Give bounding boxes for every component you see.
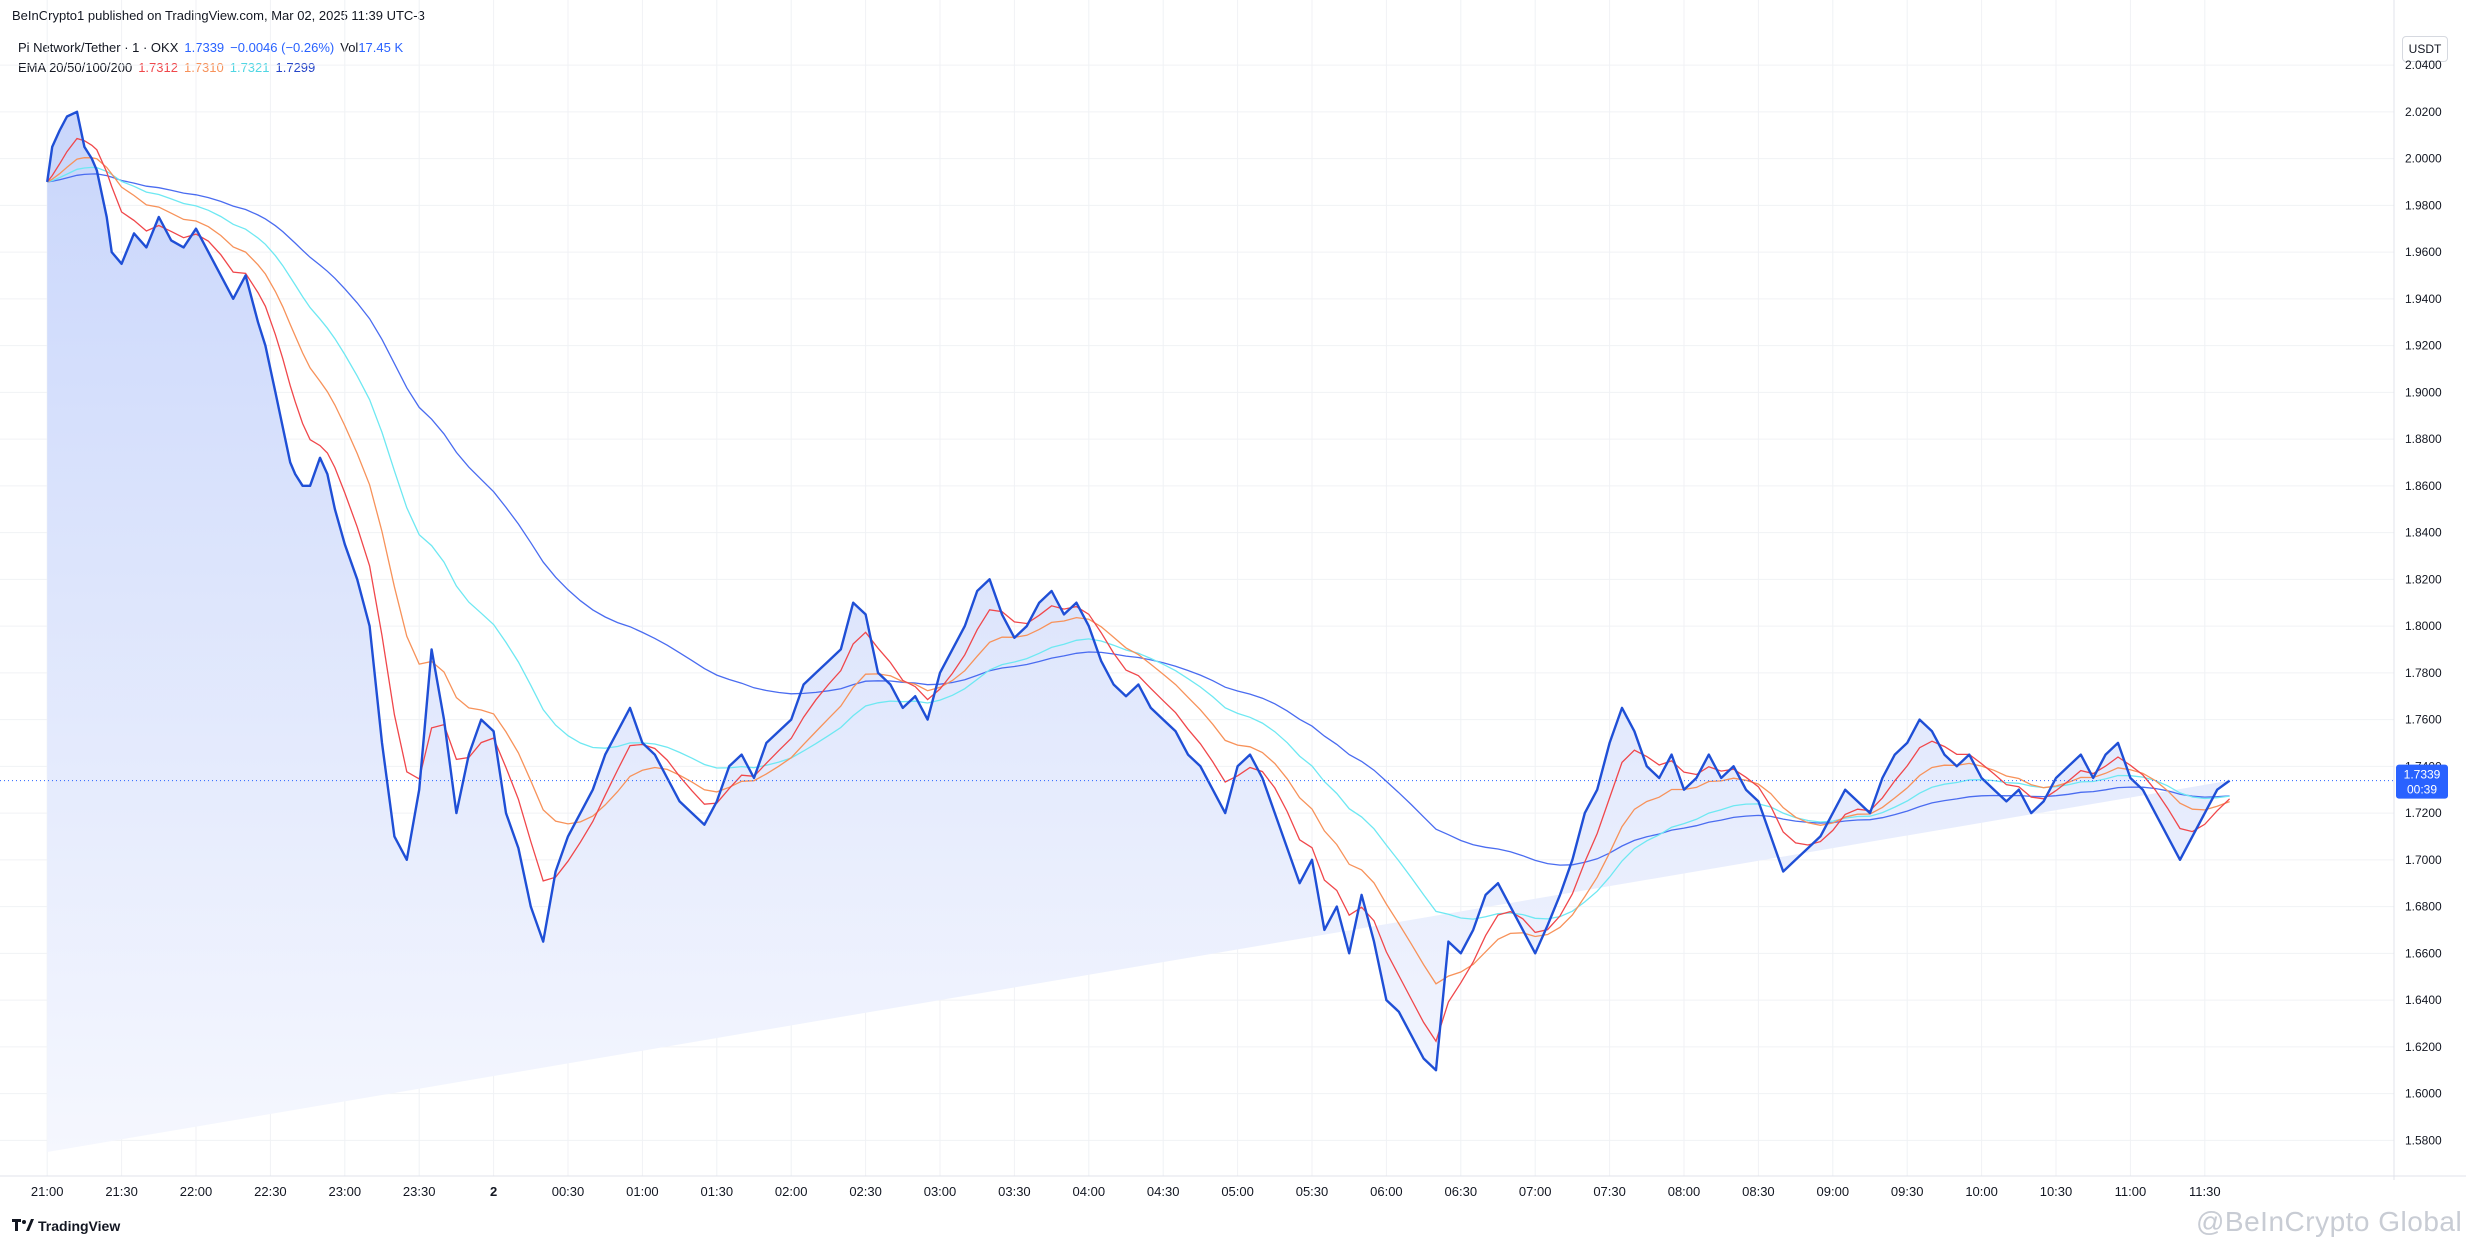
y-tick-label: 1.8200	[2405, 572, 2442, 586]
x-tick-label: 11:00	[2115, 1184, 2147, 1199]
x-tick-label: 01:30	[701, 1184, 734, 1199]
last-price-tag-countdown: 00:39	[2407, 783, 2437, 797]
x-tick-label: 02:30	[849, 1184, 882, 1199]
ema200-line	[47, 173, 2230, 866]
price-area	[47, 111, 2230, 1152]
ema-lines	[46, 137, 2231, 1043]
x-tick-label: 08:00	[1668, 1184, 1701, 1199]
ema100-line	[47, 166, 2230, 920]
x-tick-label: 00:30	[552, 1184, 585, 1199]
price-axis[interactable]: 2.0400 2.0200 2.0000 1.9800 1.9600 1.9400 1.92…	[2393, 0, 2442, 1180]
x-tick-label: 10:00	[1965, 1184, 1998, 1199]
ema50-line	[46, 157, 2230, 985]
y-tick-label: 1.9800	[2405, 198, 2442, 212]
x-tick-label: 03:00	[924, 1184, 957, 1199]
x-tick-label: 09:00	[1817, 1184, 1850, 1199]
ema-label[interactable]: EMA 20/50/100/200	[18, 60, 133, 75]
y-tick-label: 1.6400	[2405, 993, 2442, 1007]
x-tick-label: 02:00	[775, 1184, 808, 1199]
x-tick-label: 21:30	[105, 1184, 138, 1199]
x-tick-label: 22:00	[180, 1184, 213, 1199]
x-tick-label: 04:00	[1073, 1184, 1106, 1199]
x-tick-label: 06:00	[1370, 1184, 1403, 1199]
volume-value: 17.45 K	[358, 40, 404, 55]
y-tick-label: 1.9200	[2405, 339, 2442, 353]
x-tick-label: 21:00	[31, 1184, 64, 1199]
y-tick-label: 1.9400	[2405, 292, 2442, 306]
ema20-value: 1.7312	[138, 60, 178, 75]
y-tick-label: 1.6200	[2405, 1040, 2442, 1054]
x-tick-label: 04:30	[1147, 1184, 1180, 1199]
x-tick-label: 03:30	[998, 1184, 1031, 1199]
x-tick-label: 10:30	[2040, 1184, 2073, 1199]
x-tick-label: 08:30	[1742, 1184, 1775, 1199]
x-tick-label: 23:00	[329, 1184, 362, 1199]
price-series-line	[46, 110, 2231, 1072]
y-tick-label: 2.0000	[2405, 152, 2442, 166]
symbol-row: Pi Network/Tether · 1 · OKX 1.7339 −0.00…	[18, 38, 403, 58]
ema100-value: 1.7321	[229, 60, 270, 75]
y-tick-label: 1.9600	[2405, 245, 2442, 259]
x-tick-label: 01:00	[626, 1184, 659, 1199]
x-tick-label: 2	[490, 1184, 497, 1199]
x-tick-label: 05:30	[1296, 1184, 1329, 1199]
ema200-value: 1.7299	[275, 60, 316, 75]
y-tick-label: 1.8800	[2405, 432, 2442, 446]
y-tick-label: 1.7600	[2405, 713, 2442, 727]
x-tick-label: 05:00	[1221, 1184, 1254, 1199]
y-tick-label: 2.0400	[2405, 58, 2442, 72]
symbol-label[interactable]: Pi Network/Tether · 1 · OKX	[18, 40, 179, 55]
tv-logo-icon	[12, 1218, 34, 1234]
y-tick-label: 1.8000	[2405, 619, 2442, 633]
y-tick-label: 1.7200	[2405, 806, 2442, 820]
y-tick-label: 1.8400	[2405, 526, 2442, 540]
ema50-value: 1.7310	[183, 60, 224, 75]
ema20-line	[46, 137, 2231, 1043]
x-tick-label: 11:30	[2189, 1184, 2221, 1199]
y-tick-label: 1.6000	[2405, 1087, 2442, 1101]
y-tick-label: 1.7000	[2405, 853, 2442, 867]
x-tick-label: 22:30	[254, 1184, 287, 1199]
x-tick-label: 06:30	[1445, 1184, 1478, 1199]
watermark: @BeInCrypto Global	[2196, 1206, 2463, 1237]
x-tick-label: 23:30	[403, 1184, 436, 1199]
price-change: −0.0046 (−0.26%)	[230, 40, 335, 55]
tradingview-logo[interactable]: TradingView	[12, 1218, 120, 1234]
x-tick-label: 09:30	[1891, 1184, 1924, 1199]
y-tick-label: 1.7800	[2405, 666, 2442, 680]
currency-button[interactable]: USDT	[2402, 36, 2448, 62]
price-line	[46, 110, 2231, 1072]
last-price: 1.7339	[184, 40, 225, 55]
y-tick-label: 1.6800	[2405, 900, 2442, 914]
price-area-fill	[47, 111, 2230, 1152]
chart-legend: Pi Network/Tether · 1 · OKX 1.7339 −0.00…	[18, 38, 403, 78]
publish-info: BeInCrypto1 published on TradingView.com…	[12, 8, 425, 23]
last-price-tag-price: 1.7339	[2404, 768, 2441, 782]
last-price-tag-bg	[2396, 764, 2448, 799]
y-tick-label: 2.0200	[2405, 105, 2442, 119]
y-tick-label: 1.9000	[2405, 385, 2442, 399]
time-axis[interactable]: 21:00 21:30 22:00 22:30 23:00 23:30 2 00:30 01:0…	[0, 1175, 2466, 1199]
x-tick-label: 07:30	[1593, 1184, 1626, 1199]
x-tick-label: 07:00	[1519, 1184, 1552, 1199]
ema-row: EMA 20/50/100/200 1.7312 1.7310 1.7321 1…	[18, 58, 403, 78]
tv-brand-text: TradingView	[38, 1218, 121, 1234]
y-tick-label: 1.6600	[2405, 946, 2442, 960]
y-tick-label: 1.5800	[2405, 1133, 2442, 1147]
y-tick-label: 1.8600	[2405, 479, 2442, 493]
